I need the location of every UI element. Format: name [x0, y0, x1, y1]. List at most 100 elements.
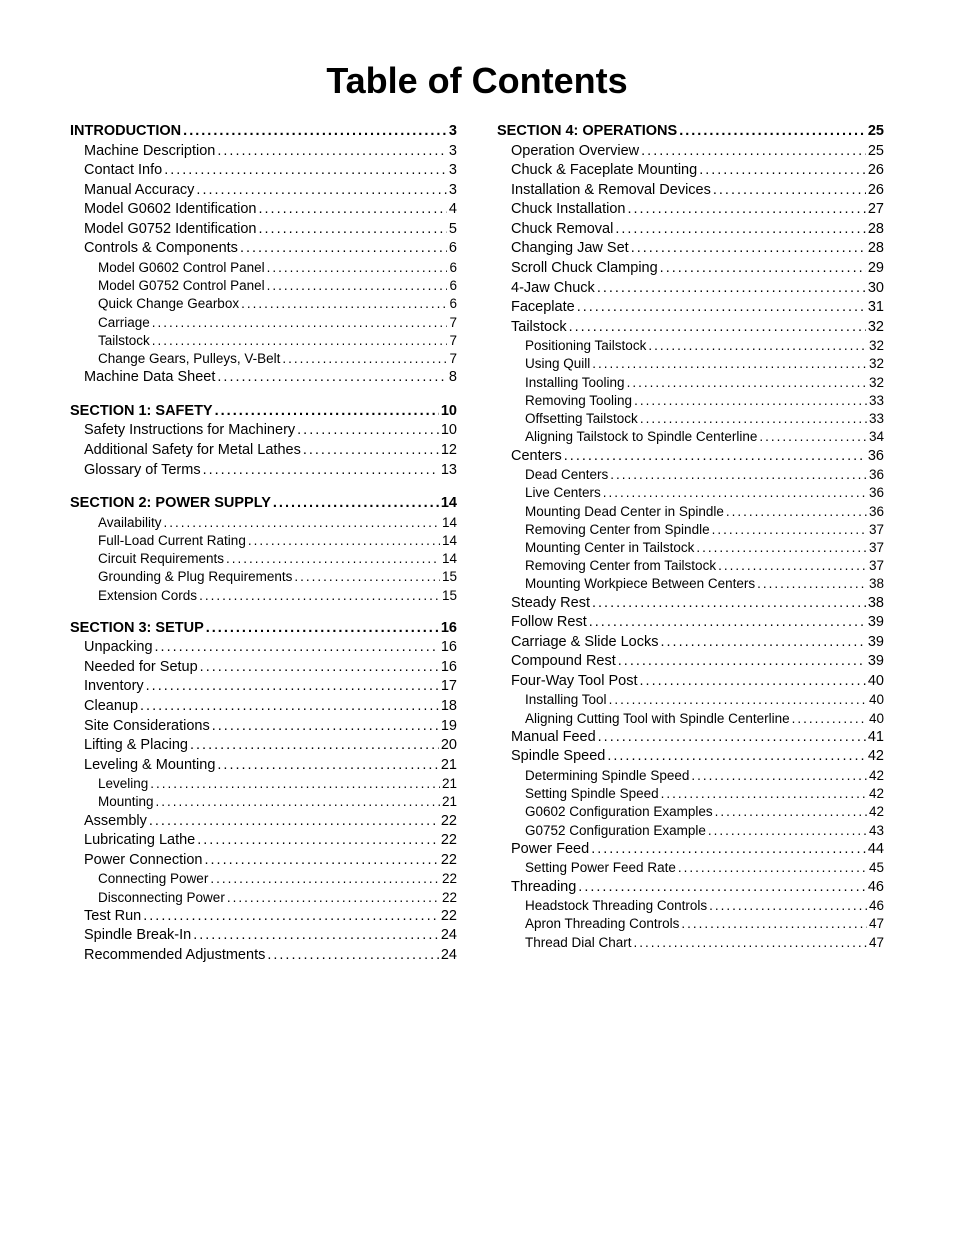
- toc-entry-page: 21: [442, 793, 457, 811]
- toc-leader: [660, 259, 866, 279]
- toc-leader: [152, 332, 448, 350]
- toc-entry-page: 42: [869, 785, 884, 803]
- toc-leader: [205, 851, 439, 871]
- toc-entry-page: 18: [441, 697, 457, 717]
- toc-entry-label: Manual Accuracy: [84, 181, 194, 201]
- toc-leader: [226, 550, 440, 568]
- toc-entry: Changing Jaw Set28: [511, 239, 884, 259]
- toc-entry-page: 39: [868, 633, 884, 653]
- toc-entry-label: Lifting & Placing: [84, 736, 188, 756]
- toc-entry-label: Four-Way Tool Post: [511, 672, 638, 692]
- toc-entry: G0602 Configuration Examples42: [525, 803, 884, 821]
- toc-entry: Leveling21: [98, 775, 457, 793]
- toc-entry-page: 42: [869, 803, 884, 821]
- toc-entry: Installing Tool40: [525, 691, 884, 709]
- toc-leader: [618, 652, 866, 672]
- toc-leader: [203, 461, 439, 481]
- toc-entry-page: 17: [441, 677, 457, 697]
- toc-entry-label: Setting Power Feed Rate: [525, 859, 676, 877]
- toc-entry-label: Extension Cords: [98, 587, 197, 605]
- toc-leader: [206, 619, 439, 639]
- toc-leader: [757, 575, 867, 593]
- toc-entry-label: Glossary of Terms: [84, 461, 201, 481]
- toc-entry-page: 39: [868, 613, 884, 633]
- toc-leader: [199, 587, 440, 605]
- toc-entry: Machine Description3: [84, 142, 457, 162]
- toc-entry-label: Lubricating Lathe: [84, 831, 195, 851]
- toc-entry: Machine Data Sheet8: [84, 368, 457, 388]
- toc-leader: [200, 658, 439, 678]
- toc-leader: [640, 672, 866, 692]
- toc-entry-page: 33: [869, 392, 884, 410]
- toc-entry: Follow Rest39: [511, 613, 884, 633]
- toc-entry-label: Model G0752 Control Panel: [98, 277, 265, 295]
- toc-leader: [661, 633, 866, 653]
- toc-entry-label: SECTION 1: SAFETY: [70, 402, 213, 422]
- toc-entry-label: Carriage & Slide Locks: [511, 633, 659, 653]
- toc-entry: Mounting21: [98, 793, 457, 811]
- toc-entry: Manual Feed41: [511, 728, 884, 748]
- toc-entry-page: 15: [442, 568, 457, 586]
- toc-leader: [259, 220, 447, 240]
- toc-entry: Lifting & Placing20: [84, 736, 457, 756]
- toc-entry-label: Aligning Cutting Tool with Spindle Cente…: [525, 710, 790, 728]
- toc-leader: [215, 402, 439, 422]
- toc-leader: [217, 756, 438, 776]
- toc-leader: [715, 803, 867, 821]
- toc-entry-label: Additional Safety for Metal Lathes: [84, 441, 301, 461]
- toc-entry: Carriage & Slide Locks 39: [511, 633, 884, 653]
- toc-entry-label: Steady Rest: [511, 594, 590, 614]
- toc-entry-page: 5: [449, 220, 457, 240]
- toc-entry: Mounting Workpiece Between Centers38: [525, 575, 884, 593]
- toc-entry: Extension Cords15: [98, 587, 457, 605]
- toc-entry: Chuck Installation27: [511, 200, 884, 220]
- toc-entry: Availability14: [98, 514, 457, 532]
- toc-entry-page: 3: [449, 181, 457, 201]
- toc-leader: [267, 277, 448, 295]
- toc-entry-page: 36: [868, 447, 884, 467]
- toc-entry-label: Contact Info: [84, 161, 162, 181]
- toc-leader: [164, 514, 440, 532]
- toc-leader: [578, 878, 866, 898]
- toc-entry-page: 12: [441, 441, 457, 461]
- toc-entry-label: Chuck Installation: [511, 200, 625, 220]
- toc-entry-page: 22: [441, 907, 457, 927]
- toc-entry-page: 16: [441, 619, 457, 639]
- toc-entry-label: Live Centers: [525, 484, 601, 502]
- toc-entry-label: Headstock Threading Controls: [525, 897, 707, 915]
- toc-entry-label: Model G0602 Identification: [84, 200, 257, 220]
- toc-entry: Tailstock32: [511, 318, 884, 338]
- toc-entry-label: Test Run: [84, 907, 141, 927]
- toc-entry-label: Aligning Tailstock to Spindle Centerline: [525, 428, 757, 446]
- toc-entry-page: 46: [868, 878, 884, 898]
- toc-leader: [699, 161, 866, 181]
- toc-entry: Aligning Tailstock to Spindle Centerline…: [525, 428, 884, 446]
- toc-entry: Spindle Speed42: [511, 747, 884, 767]
- toc-entry: Connecting Power22: [98, 870, 457, 888]
- page-title: Table of Contents: [70, 60, 884, 102]
- toc-entry-page: 38: [869, 575, 884, 593]
- toc-leader: [712, 521, 867, 539]
- toc-entry: Test Run 22: [84, 907, 457, 927]
- toc-entry: Installation & Removal Devices26: [511, 181, 884, 201]
- toc-leader: [641, 142, 866, 162]
- toc-entry-label: Thread Dial Chart: [525, 934, 632, 952]
- toc-entry-page: 21: [441, 756, 457, 776]
- toc-entry-page: 3: [449, 142, 457, 162]
- toc-entry: Removing Center from Spindle37: [525, 521, 884, 539]
- toc-entry-page: 22: [442, 870, 457, 888]
- toc-entry-label: Scroll Chuck Clamping: [511, 259, 658, 279]
- toc-leader: [598, 728, 866, 748]
- toc-entry-page: 26: [868, 181, 884, 201]
- toc-leader: [143, 907, 439, 927]
- toc-entry: Setting Power Feed Rate45: [525, 859, 884, 877]
- toc-entry-label: SECTION 2: POWER SUPPLY: [70, 494, 271, 514]
- toc-entry: Mounting Center in Tailstock37: [525, 539, 884, 557]
- toc-leader: [156, 793, 440, 811]
- toc-leader: [627, 200, 865, 220]
- toc-entry-label: Change Gears, Pulleys, V-Belt: [98, 350, 280, 368]
- toc-entry-page: 29: [868, 259, 884, 279]
- toc-leader: [634, 934, 867, 952]
- toc-entry-page: 43: [869, 822, 884, 840]
- toc-entry: Installing Tooling32: [525, 374, 884, 392]
